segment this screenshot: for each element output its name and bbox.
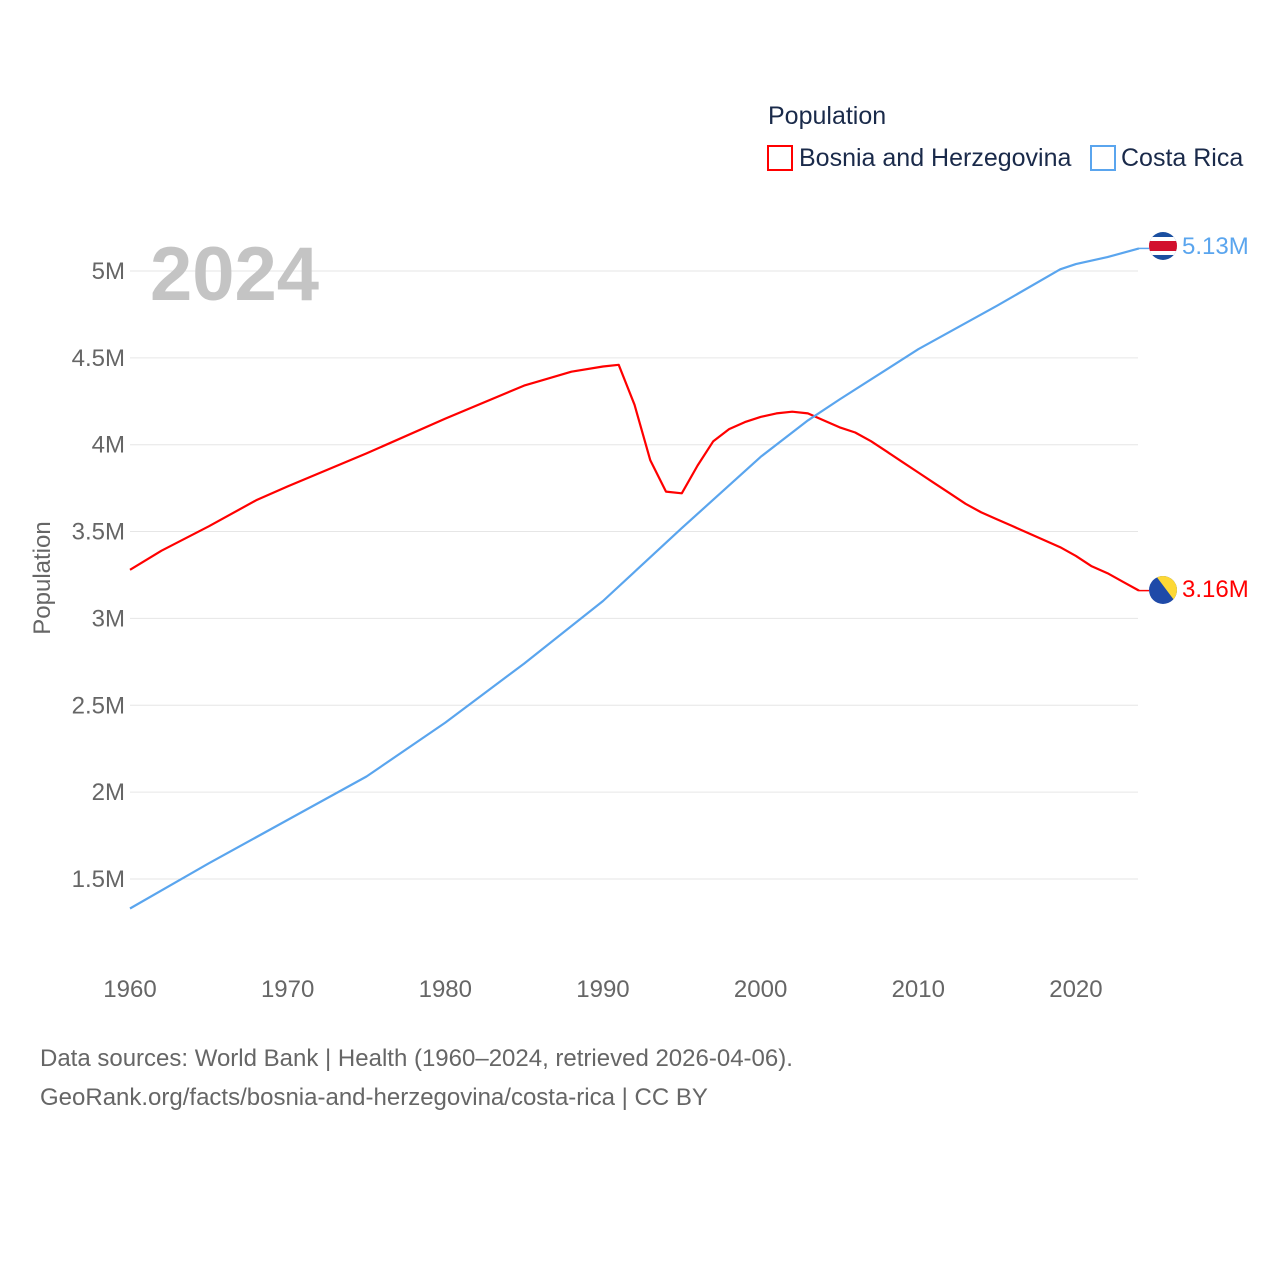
y-tick-label: 4M xyxy=(92,432,125,459)
year-watermark: 2024 xyxy=(150,232,319,317)
end-label-costa-rica: 5.13M xyxy=(1182,233,1249,260)
source-url[interactable]: GeoRank.org/facts/bosnia-and-herzegovina… xyxy=(40,1084,708,1111)
legend-swatch-costa-rica[interactable] xyxy=(1090,145,1116,171)
x-tick-label: 1970 xyxy=(261,976,314,1003)
x-tick-label: 1990 xyxy=(576,976,629,1003)
series-line-costa-rica[interactable] xyxy=(129,247,1140,910)
legend-title: Population xyxy=(768,102,886,130)
y-tick-label: 1.5M xyxy=(72,866,125,893)
costa-rica-flag-icon xyxy=(1149,232,1177,260)
y-tick-label: 5M xyxy=(92,258,125,285)
x-tick-label: 2020 xyxy=(1049,976,1102,1003)
legend-swatch-bosnia[interactable] xyxy=(767,145,793,171)
series-line-bosnia[interactable] xyxy=(129,363,1140,592)
x-tick-label: 2000 xyxy=(734,976,787,1003)
y-tick-label: 2.5M xyxy=(72,692,125,719)
y-tick-label: 3.5M xyxy=(72,519,125,546)
x-tick-label: 1960 xyxy=(103,976,156,1003)
y-axis-label: Population xyxy=(29,521,56,634)
bosnia-flag-icon xyxy=(1149,576,1177,604)
end-label-bosnia: 3.16M xyxy=(1182,576,1249,603)
y-tick-label: 4.5M xyxy=(72,345,125,372)
x-tick-label: 1980 xyxy=(419,976,472,1003)
legend-label-bosnia[interactable]: Bosnia and Herzegovina xyxy=(799,144,1071,172)
y-tick-label: 3M xyxy=(92,605,125,632)
legend-label-costa-rica[interactable]: Costa Rica xyxy=(1121,144,1243,172)
x-tick-label: 2010 xyxy=(892,976,945,1003)
source-note: Data sources: World Bank | Health (1960–… xyxy=(40,1045,793,1072)
y-tick-label: 2M xyxy=(92,779,125,806)
